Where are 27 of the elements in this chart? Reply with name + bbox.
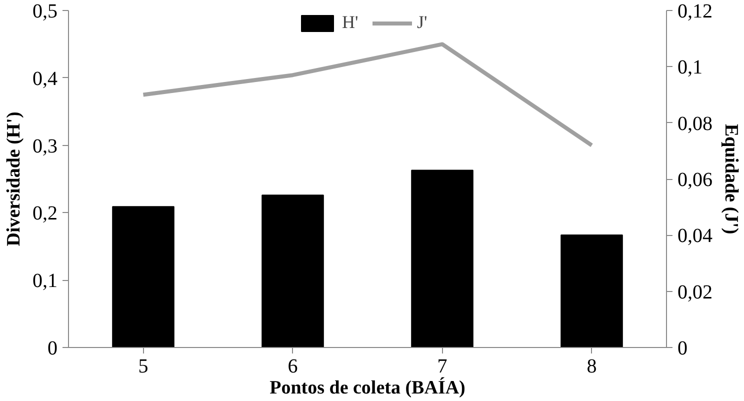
y-tick-label: 0,2	[32, 202, 58, 225]
line-series	[141, 42, 594, 148]
legend-label: H'	[342, 12, 360, 33]
x-tick-label: 6	[288, 356, 298, 378]
bar	[560, 234, 623, 348]
y2-tick-label: 0,06	[678, 169, 712, 191]
y-axis-title: Diversidade (H')	[4, 112, 24, 246]
y2-tick-label: 0,04	[678, 225, 712, 248]
y-tick-label: 0,3	[32, 135, 58, 158]
x-axis-title: Pontos de coleta (BAÍA)	[270, 376, 466, 398]
bar	[411, 170, 474, 348]
y2-axis-title: Equidade (J')	[720, 124, 742, 234]
x-tick-label: 7	[437, 356, 448, 378]
y-tick-label: 0,1	[32, 270, 58, 292]
y2-tick-label: 0,12	[678, 0, 712, 22]
legend-label: J'	[417, 12, 428, 33]
y-tick-label: 0,4	[32, 68, 58, 90]
y-tick-label: 0	[48, 338, 58, 360]
y2-tick-label: 0	[678, 338, 688, 360]
bar	[112, 206, 174, 348]
y-tick-label: 0,5	[32, 0, 58, 22]
x-tick-label: 5	[138, 356, 148, 378]
bar	[262, 194, 324, 348]
y2-tick-label: 0,02	[678, 281, 712, 304]
y2-tick-label: 0,1	[678, 56, 702, 79]
y2-tick-label: 0,08	[678, 112, 712, 135]
x-tick-label: 8	[586, 356, 597, 378]
